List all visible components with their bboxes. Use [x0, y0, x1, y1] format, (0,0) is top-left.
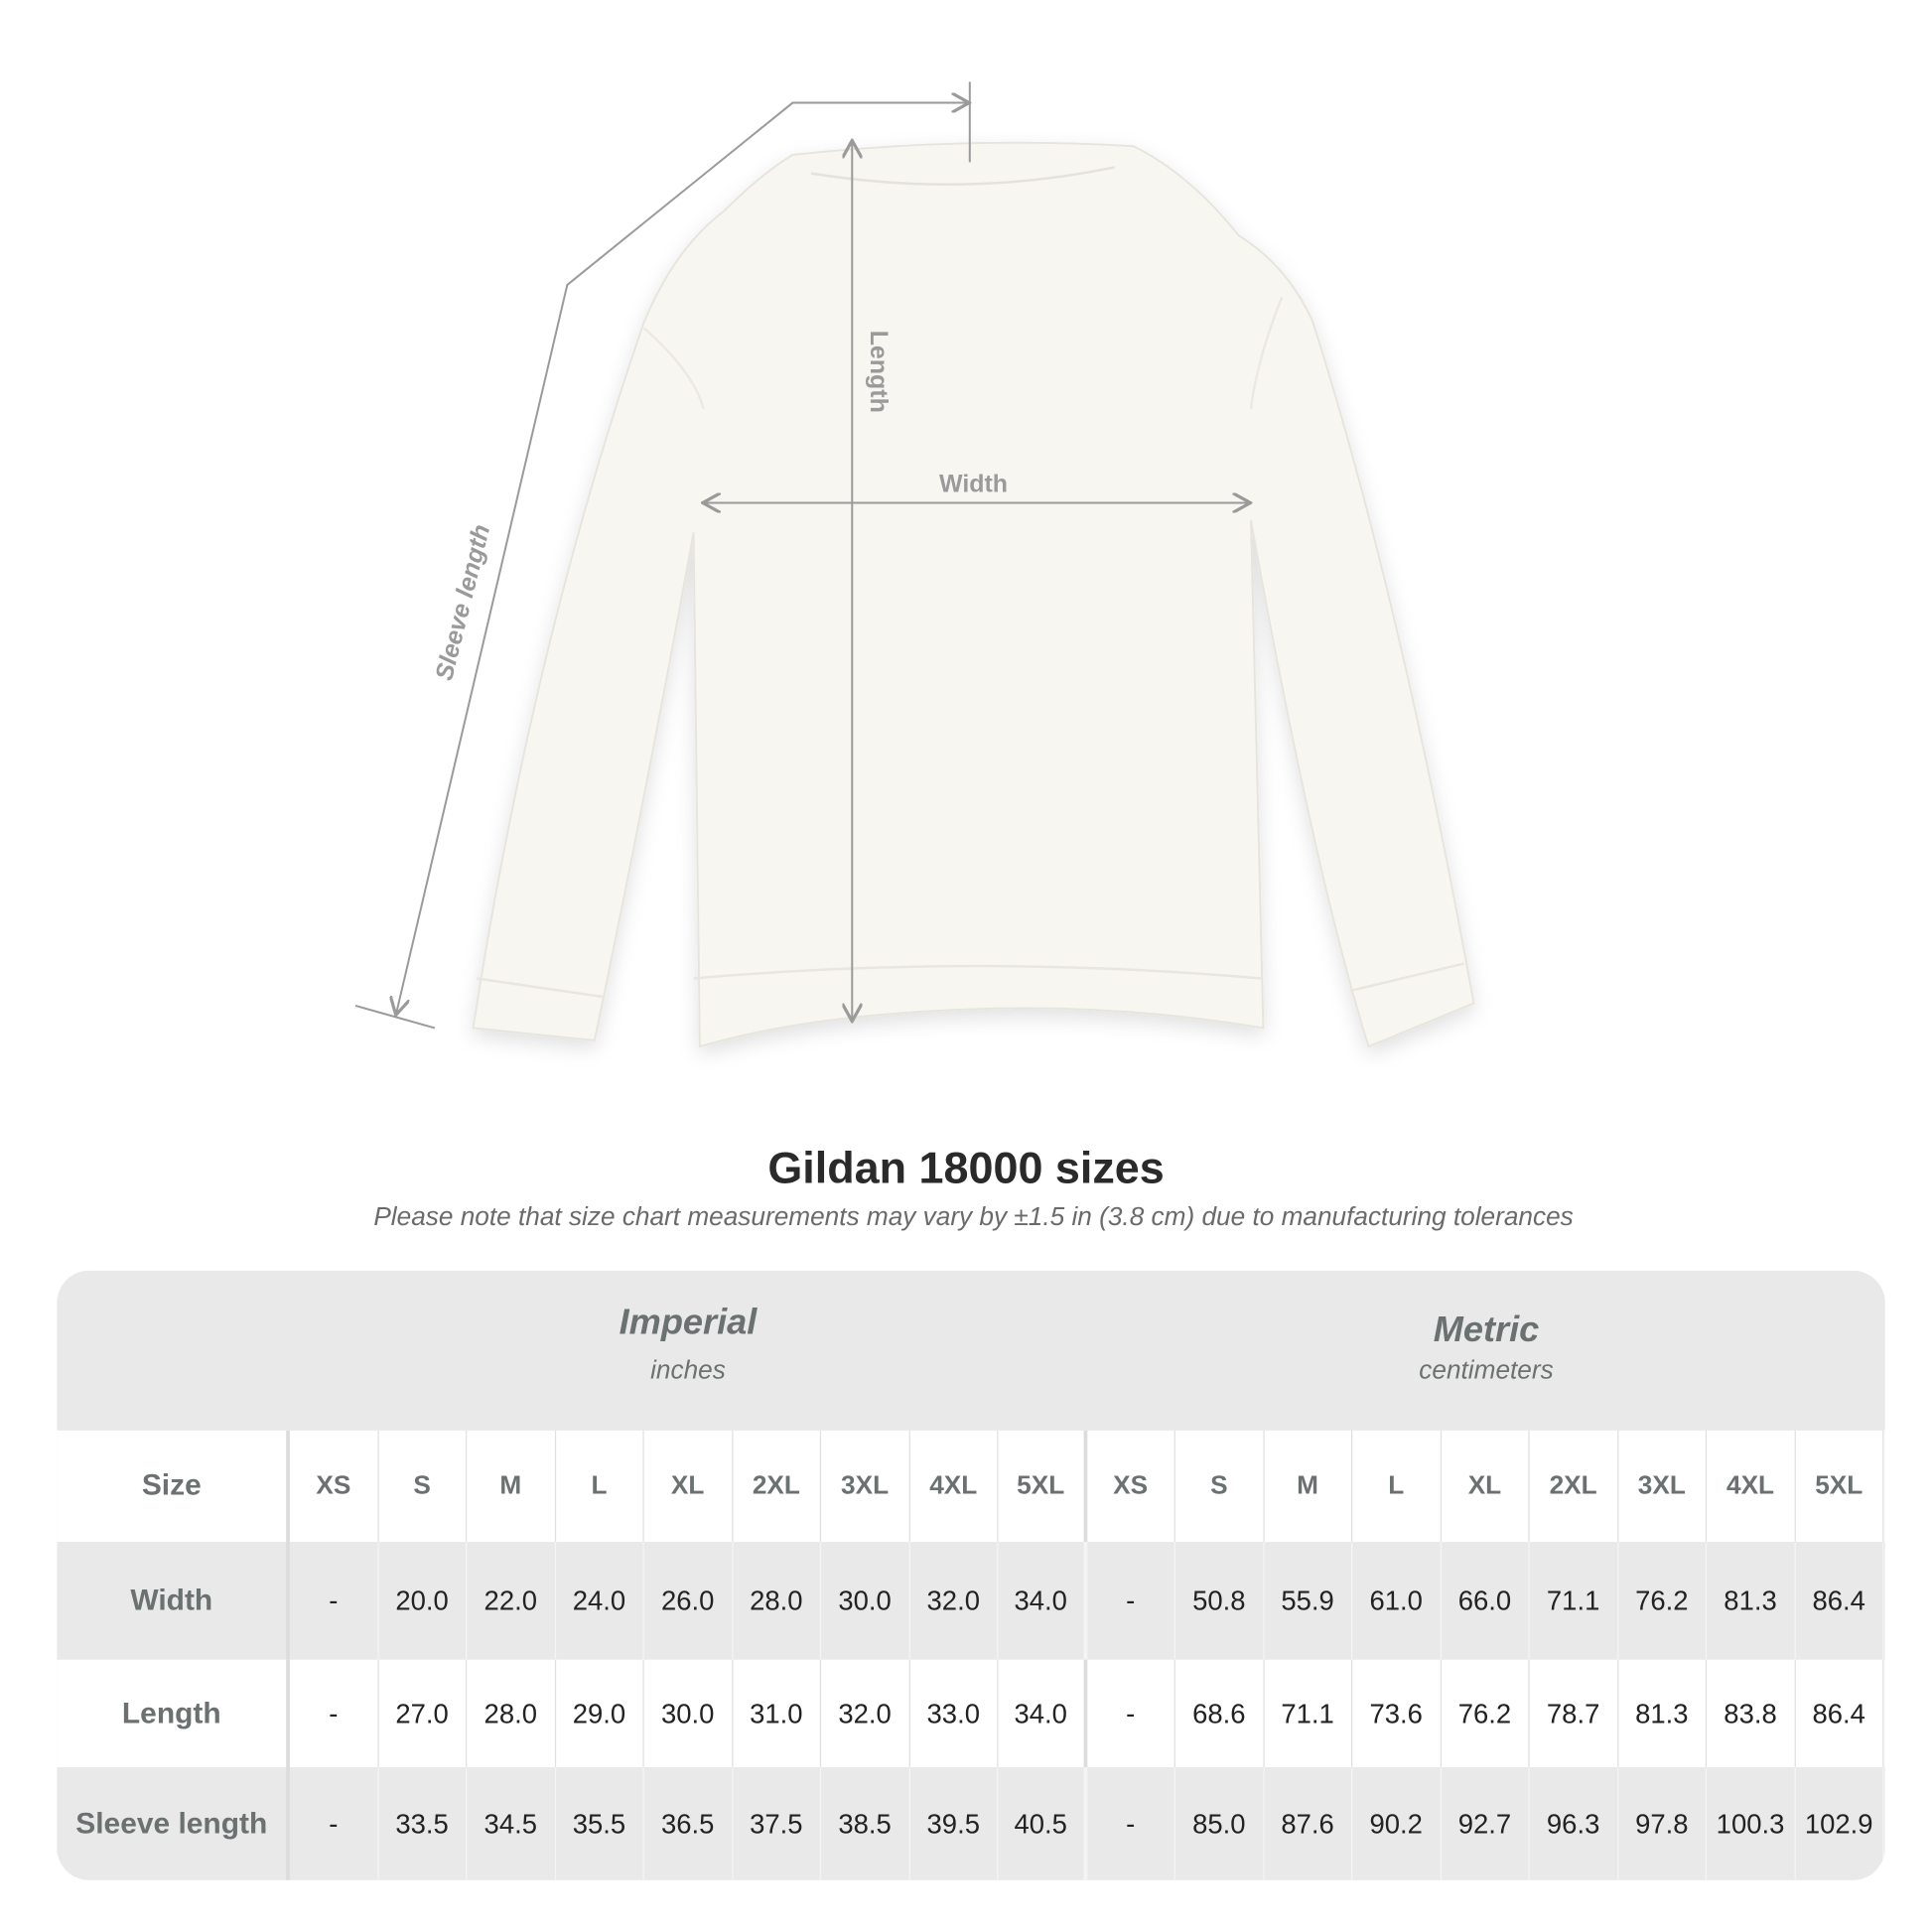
- size-header-metric: L: [1352, 1430, 1442, 1543]
- metric-value-cell: 92.7: [1441, 1767, 1530, 1880]
- imperial-unit: inches: [650, 1356, 726, 1385]
- imperial-value-cell: 29.0: [556, 1659, 644, 1768]
- metric-title: Metric: [1433, 1310, 1540, 1350]
- imperial-value-cell: 32.0: [821, 1659, 910, 1768]
- metric-value-cell: 66.0: [1441, 1542, 1530, 1660]
- metric-value-cell: 71.1: [1264, 1659, 1353, 1768]
- imperial-value-cell: 30.0: [644, 1659, 733, 1768]
- size-header-imperial: 2XL: [733, 1430, 822, 1543]
- metric-value-cell: -: [1087, 1542, 1175, 1660]
- imperial-value-cell: 34.0: [998, 1542, 1087, 1660]
- metric-value-cell: 90.2: [1352, 1767, 1442, 1880]
- metric-unit: centimeters: [1419, 1356, 1554, 1385]
- metric-value-cell: 71.1: [1530, 1542, 1618, 1660]
- metric-value-cell: 76.2: [1618, 1542, 1708, 1660]
- imperial-title: Imperial: [619, 1303, 758, 1343]
- size-header-metric: 3XL: [1618, 1430, 1708, 1543]
- size-header-metric: 2XL: [1530, 1430, 1618, 1543]
- metric-value-cell: 68.6: [1175, 1659, 1265, 1768]
- imperial-value-cell: 33.0: [909, 1659, 999, 1768]
- size-header-imperial: XL: [644, 1430, 733, 1543]
- imperial-value-cell: 30.0: [821, 1542, 910, 1660]
- sleeve-length-label: Sleeve length: [430, 521, 495, 683]
- imperial-value-cell: 28.0: [733, 1542, 822, 1660]
- imperial-value-cell: 27.0: [378, 1659, 468, 1768]
- size-header-imperial: XS: [290, 1430, 379, 1543]
- metric-value-cell: 81.3: [1707, 1542, 1796, 1660]
- size-header-imperial: S: [378, 1430, 468, 1543]
- size-header-metric: 4XL: [1707, 1430, 1796, 1543]
- size-header-metric: XS: [1087, 1430, 1175, 1543]
- imperial-value-cell: -: [290, 1659, 379, 1768]
- metric-value-cell: -: [1087, 1659, 1175, 1768]
- imperial-header: Imperial inches: [290, 1303, 1086, 1386]
- metric-value-cell: 78.7: [1530, 1659, 1618, 1768]
- width-label: Width: [939, 470, 1008, 497]
- imperial-value-cell: 35.5: [556, 1767, 644, 1880]
- imperial-value-cell: 37.5: [733, 1767, 822, 1880]
- size-header-metric: XL: [1441, 1430, 1530, 1543]
- imperial-value-cell: 38.5: [821, 1767, 910, 1880]
- sleeve-dimension-line: [396, 103, 967, 1014]
- metric-value-cell: 96.3: [1530, 1767, 1618, 1880]
- size-table: Imperial inches Metric centimeters Size X…: [57, 1270, 1885, 1880]
- length-label: Length: [865, 331, 893, 413]
- metric-value-cell: 50.8: [1175, 1542, 1265, 1660]
- metric-value-cell: 55.9: [1264, 1542, 1353, 1660]
- metric-value-cell: 81.3: [1618, 1659, 1708, 1768]
- metric-value-cell: 73.6: [1352, 1659, 1442, 1768]
- unit-header: Imperial inches Metric centimeters: [57, 1270, 1885, 1431]
- imperial-value-cell: 26.0: [644, 1542, 733, 1660]
- size-header-imperial: 3XL: [821, 1430, 910, 1543]
- imperial-value-cell: 39.5: [909, 1767, 999, 1880]
- imperial-value-cell: 28.0: [467, 1659, 556, 1768]
- imperial-value-cell: -: [290, 1767, 379, 1880]
- sweatshirt-diagram: Length Width Sleeve length: [354, 81, 1475, 1048]
- size-header-row: Size XS S M L XL 2XL 3XL 4XL 5XL XS S M L XL 2XL 3XL 4XL 5…: [57, 1430, 1885, 1543]
- sweatshirt-image: [472, 141, 1475, 1048]
- size-header-imperial: 4XL: [909, 1430, 999, 1543]
- metric-value-cell: 76.2: [1441, 1659, 1530, 1768]
- table-row: Width -20.0 22.0 24.0 26.0 28.0 30.0 32.0 34.0-5…: [57, 1542, 1885, 1660]
- page-title: Gildan 18000 sizes: [767, 1142, 1165, 1193]
- size-header-imperial: 5XL: [998, 1430, 1087, 1543]
- imperial-value-cell: 24.0: [556, 1542, 644, 1660]
- size-header-metric: M: [1264, 1430, 1353, 1543]
- metric-value-cell: -: [1087, 1767, 1175, 1880]
- imperial-value-cell: -: [290, 1542, 379, 1660]
- table-row: Sleeve length -33.5 34.5 35.5 36.5 37.5 38.5 39…: [57, 1767, 1885, 1880]
- metric-value-cell: 87.6: [1264, 1767, 1353, 1880]
- imperial-value-cell: 34.5: [467, 1767, 556, 1880]
- row-label: Size: [57, 1430, 290, 1543]
- metric-value-cell: 102.9: [1795, 1767, 1884, 1880]
- imperial-value-cell: 40.5: [998, 1767, 1087, 1880]
- imperial-value-cell: 34.0: [998, 1659, 1087, 1768]
- metric-value-cell: 97.8: [1618, 1767, 1708, 1880]
- metric-value-cell: 83.8: [1707, 1659, 1796, 1768]
- row-label: Length: [57, 1659, 290, 1768]
- row-label: Width: [57, 1542, 290, 1660]
- imperial-value-cell: 31.0: [733, 1659, 822, 1768]
- table-row: Length -27.0 28.0 29.0 30.0 31.0 32.0 33.0 34.0-…: [57, 1659, 1885, 1768]
- imperial-value-cell: 32.0: [909, 1542, 999, 1660]
- metric-value-cell: 85.0: [1175, 1767, 1265, 1880]
- size-header-metric: S: [1175, 1430, 1265, 1543]
- imperial-value-cell: 36.5: [644, 1767, 733, 1880]
- size-header-imperial: M: [467, 1430, 556, 1543]
- metric-header: Metric centimeters: [1087, 1311, 1884, 1386]
- metric-value-cell: 61.0: [1352, 1542, 1442, 1660]
- size-header-imperial: L: [556, 1430, 644, 1543]
- tolerance-note: Please note that size chart measurements…: [373, 1202, 1574, 1232]
- row-label: Sleeve length: [57, 1767, 290, 1880]
- metric-value-cell: 86.4: [1795, 1659, 1884, 1768]
- imperial-value-cell: 22.0: [467, 1542, 556, 1660]
- metric-value-cell: 100.3: [1707, 1767, 1796, 1880]
- size-header-metric: 5XL: [1795, 1430, 1884, 1543]
- imperial-value-cell: 33.5: [378, 1767, 468, 1880]
- imperial-value-cell: 20.0: [378, 1542, 468, 1660]
- metric-value-cell: 86.4: [1795, 1542, 1884, 1660]
